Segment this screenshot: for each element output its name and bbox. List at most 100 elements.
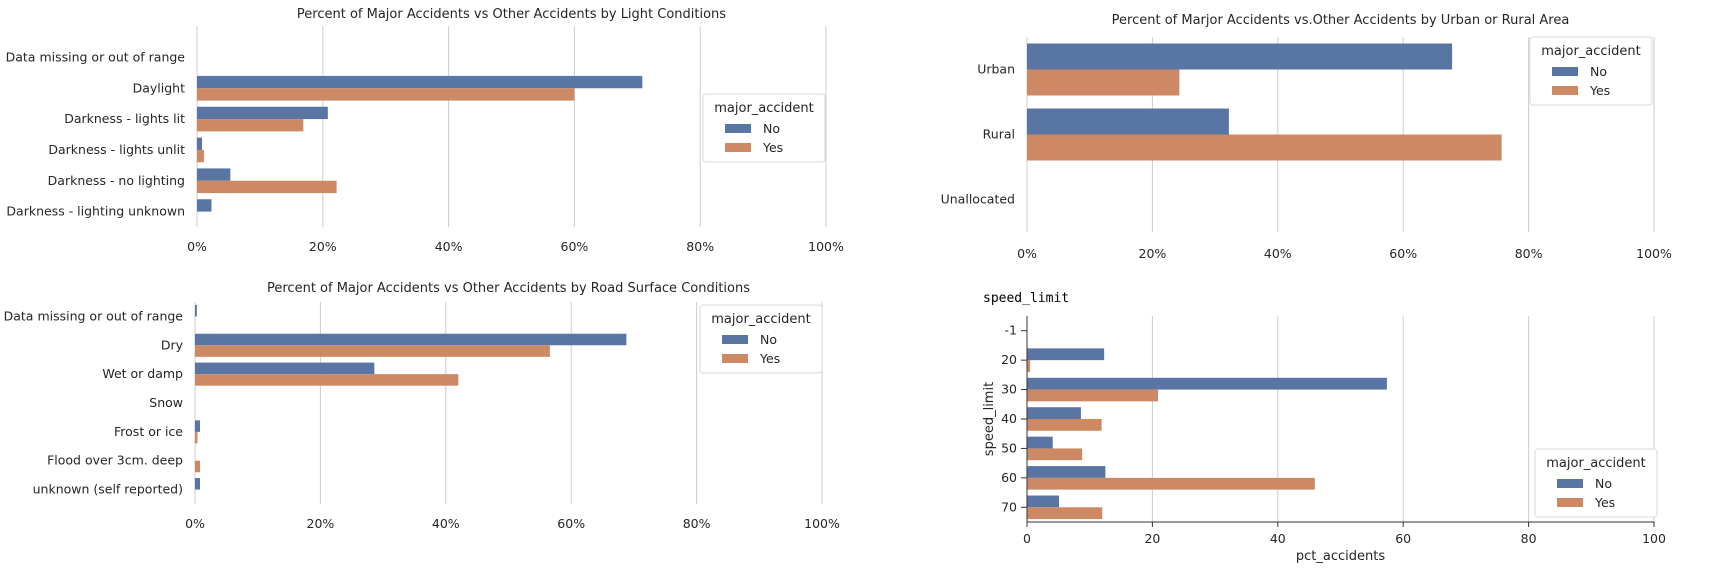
x-tick-label: 20 <box>1144 531 1160 546</box>
x-tick-label: 40 <box>1270 531 1286 546</box>
y-tick-label: 50 <box>1001 440 1017 455</box>
y-tick-label: 70 <box>1001 499 1017 514</box>
y-tick-label: Dry <box>161 337 184 352</box>
bar-yes <box>1027 477 1315 490</box>
y-tick-label: 30 <box>1001 382 1017 397</box>
legend-title: major_accident <box>711 312 811 327</box>
legend-swatch-no <box>725 124 751 133</box>
legend-title: major_accident <box>714 101 814 116</box>
bar-no <box>195 478 201 490</box>
y-tick-label: Snow <box>149 395 183 410</box>
bar-no <box>195 304 197 317</box>
y-tick-label: Darkness - no lighting <box>48 173 185 188</box>
bar-yes <box>1027 69 1180 96</box>
bar-no <box>1027 108 1229 135</box>
x-tick-label: 60 <box>1395 531 1411 546</box>
x-tick-label: 20% <box>309 239 337 254</box>
bar-no <box>1027 407 1081 419</box>
chart-light: Percent of Major Accidents vs Other Acci… <box>6 7 844 254</box>
y-tick-label: 20 <box>1001 352 1017 367</box>
chart-title: Percent of Marjor Accidents vs.Other Acc… <box>1112 13 1570 28</box>
bar-no <box>1027 348 1105 361</box>
legend-title: major_accident <box>1541 44 1641 59</box>
legend-label-yes: Yes <box>759 351 780 366</box>
chart-title: Percent of Major Accidents vs Other Acci… <box>267 281 750 296</box>
y-tick-label: Unallocated <box>941 192 1015 207</box>
bar-no <box>1027 43 1453 70</box>
speed-limit-header-text: speed_limit <box>983 291 1069 306</box>
x-tick-label: 0% <box>1017 246 1037 261</box>
legend: major_accident No Yes <box>1529 36 1653 106</box>
legend-swatch-no <box>722 335 748 344</box>
y-tick-label: Urban <box>977 62 1015 77</box>
y-tick-label: unknown (self reported) <box>33 482 183 497</box>
x-tick-label: 100% <box>808 239 844 254</box>
y-tick-label: 40 <box>1001 411 1017 426</box>
y-tick-label: Wet or damp <box>102 366 183 381</box>
y-tick-label: Data missing or out of range <box>6 49 186 64</box>
charts-container: Percent of Major Accidents vs Other Acci… <box>4 7 1672 564</box>
bar-yes <box>1027 448 1083 461</box>
legend: major_accident No Yes <box>699 304 823 374</box>
bar-no <box>1027 377 1387 390</box>
legend-label-yes: Yes <box>762 140 783 155</box>
x-tick-label: 0% <box>185 516 205 531</box>
x-tick-label: 40% <box>432 516 460 531</box>
bar-no <box>197 106 328 120</box>
y-tick-label: Darkness - lights unlit <box>48 142 185 157</box>
bar-yes <box>1027 134 1502 161</box>
chart-speed: 0 20 40 60 80 100 -1 20 30 40 50 60 70 pct_accidents s… <box>982 316 1666 564</box>
chart-urban: Percent of Marjor Accidents vs.Other Acc… <box>941 13 1672 261</box>
y-tick-label: Data missing or out of range <box>4 308 184 323</box>
bar-no <box>195 362 375 375</box>
x-tick-label: 40% <box>435 239 463 254</box>
y-tick-label: Darkness - lighting unknown <box>6 204 185 219</box>
legend-label-no: No <box>763 121 780 136</box>
y-tick-label: Frost or ice <box>114 424 183 439</box>
y-tick-label: Daylight <box>133 80 185 95</box>
x-axis-label: pct_accidents <box>1296 549 1385 564</box>
bar-no <box>1027 436 1053 449</box>
x-tick-label: 100% <box>804 516 840 531</box>
bar-yes <box>195 374 459 386</box>
legend-swatch-no <box>1552 67 1578 76</box>
chart-road: Percent of Major Accidents vs Other Acci… <box>4 281 840 531</box>
legend-title: major_accident <box>1546 456 1646 471</box>
bar-no <box>197 168 231 181</box>
bar-no <box>1027 466 1106 478</box>
legend: major_accident No Yes <box>702 93 826 163</box>
y-tick-label: -1 <box>1005 323 1017 338</box>
x-tick-label: 20% <box>307 516 335 531</box>
x-tick-label: 100% <box>1636 246 1672 261</box>
legend-swatch-yes <box>722 354 748 363</box>
legend-swatch-yes <box>1557 498 1583 507</box>
y-tick-label: Rural <box>983 127 1015 142</box>
bar-no <box>195 333 627 346</box>
y-tick-label: Darkness - lights lit <box>64 111 185 126</box>
x-tick-label: 40% <box>1264 246 1292 261</box>
bar-no <box>195 420 201 432</box>
bar-yes <box>197 180 337 194</box>
chart-title: Percent of Major Accidents vs Other Acci… <box>297 7 726 22</box>
x-tick-label: 80 <box>1521 531 1537 546</box>
x-tick-label: 0% <box>187 239 207 254</box>
bar-yes <box>195 345 550 357</box>
bar-no <box>197 199 212 212</box>
legend-label-no: No <box>1595 476 1612 491</box>
legend-label-no: No <box>1590 64 1607 79</box>
legend-swatch-no <box>1557 479 1583 488</box>
x-tick-label: 100 <box>1642 531 1666 546</box>
bar-yes <box>1027 507 1103 520</box>
y-axis-label: speed_limit <box>982 382 997 456</box>
x-tick-label: 20% <box>1139 246 1167 261</box>
bar-yes <box>195 431 198 444</box>
legend-label-yes: Yes <box>1589 83 1610 98</box>
y-tick-label: 60 <box>1001 470 1017 485</box>
bar-yes <box>1027 419 1102 431</box>
x-tick-label: 0 <box>1023 531 1031 546</box>
y-tick-label: Flood over 3cm. deep <box>47 453 183 468</box>
bar-yes <box>195 460 201 473</box>
x-tick-label: 80% <box>1515 246 1543 261</box>
bar-yes <box>1027 360 1031 372</box>
